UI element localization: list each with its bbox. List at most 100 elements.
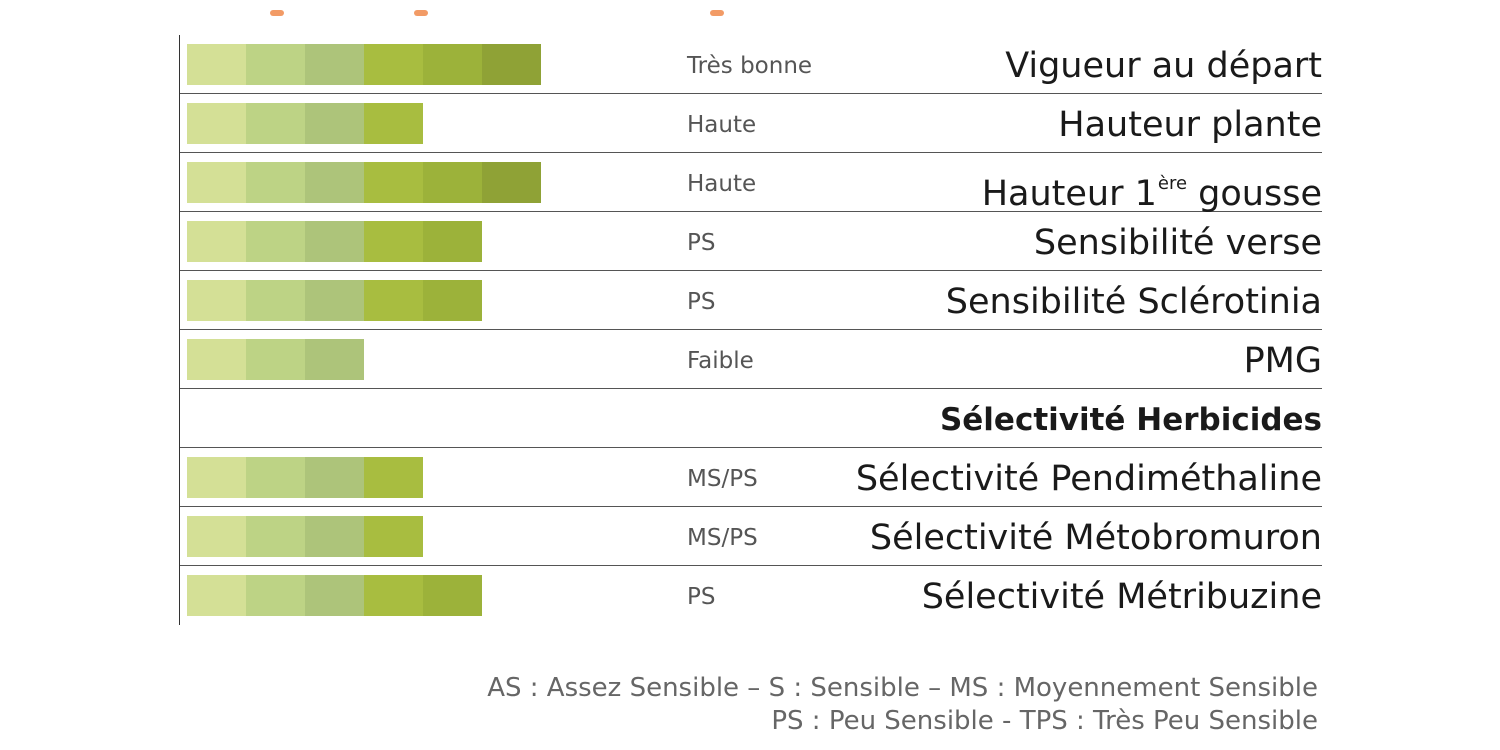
table-row: PS Sensibilité verse	[180, 212, 1322, 271]
rating-segment	[364, 221, 423, 262]
criterion-label-text: Hauteur plante	[1058, 105, 1322, 145]
level-text: Haute	[687, 112, 757, 138]
legend-line-2: PS : Peu Sensible - TPS : Très Peu Sensi…	[771, 706, 1318, 736]
rating-table: Très bonne Vigueur au départ Haute Hauteur …	[180, 35, 1322, 625]
level-text: Faible	[687, 348, 754, 374]
rating-segment	[364, 162, 423, 203]
legend-line-1: AS : Assez Sensible – S : Sensible – MS …	[487, 673, 1318, 703]
rating-segment	[423, 221, 482, 262]
rating-segment	[364, 44, 423, 85]
table-row: Faible PMG	[180, 330, 1322, 389]
rating-segment	[482, 162, 541, 203]
level-text: MS/PS	[687, 466, 758, 492]
rating-bar	[187, 575, 482, 616]
criterion-label-superscript: ère	[1157, 173, 1188, 194]
criterion-label-text: Sélectivité Métribuzine	[921, 577, 1322, 617]
rating-segment	[364, 457, 423, 498]
rating-segment	[187, 103, 246, 144]
criterion-label-text: Sensibilité Sclérotinia	[945, 282, 1322, 322]
rating-segment	[305, 162, 364, 203]
criterion-label-text: Hauteur 1	[981, 174, 1157, 214]
criterion-label: Sélectivité Métobromuron	[870, 507, 1322, 566]
table-row: Sélectivité Herbicides	[180, 389, 1322, 448]
rating-bar	[187, 162, 541, 203]
rating-segment	[305, 339, 364, 380]
level-text: MS/PS	[687, 525, 758, 551]
rating-segment	[187, 339, 246, 380]
rating-segment	[246, 280, 305, 321]
level-text: Très bonne	[687, 53, 813, 79]
rating-bar	[187, 280, 482, 321]
rating-segment	[423, 44, 482, 85]
rating-segment	[305, 457, 364, 498]
rating-segment	[246, 44, 305, 85]
criterion-label-text: PMG	[1243, 341, 1322, 381]
rating-segment	[423, 162, 482, 203]
criterion-label-text: Sélectivité Herbicides	[939, 402, 1322, 438]
criterion-label-text: Sélectivité Métobromuron	[869, 518, 1322, 558]
criterion-label: Sensibilité Sclérotinia	[946, 271, 1322, 330]
rating-bar	[187, 44, 541, 85]
rating-bar	[187, 457, 423, 498]
level-text: PS	[687, 230, 716, 256]
rating-segment	[187, 516, 246, 557]
rating-segment	[482, 44, 541, 85]
rating-segment	[305, 516, 364, 557]
rating-segment	[187, 457, 246, 498]
rating-segment	[246, 457, 305, 498]
rating-segment	[364, 516, 423, 557]
rating-segment	[305, 103, 364, 144]
table-row: Haute Hauteur plante	[180, 94, 1322, 153]
table-row: Haute Hauteur 1ère gousse	[180, 153, 1322, 214]
rating-segment	[246, 103, 305, 144]
rating-bar	[187, 221, 482, 262]
table-row: PS Sélectivité Métribuzine	[180, 566, 1322, 625]
level-text: PS	[687, 584, 716, 610]
rating-segment	[187, 575, 246, 616]
rating-segment	[246, 575, 305, 616]
rating-segment	[423, 280, 482, 321]
criterion-label-text: Sélectivité Pendiméthaline	[855, 459, 1322, 499]
criterion-label-text: Sensibilité verse	[1033, 223, 1322, 263]
rating-segment	[246, 162, 305, 203]
criterion-label: Hauteur plante	[1058, 94, 1322, 153]
top-decoration	[414, 10, 428, 16]
rating-segment	[246, 516, 305, 557]
level-text: PS	[687, 289, 716, 315]
left-axis-line	[179, 35, 180, 625]
rating-segment	[187, 221, 246, 262]
rating-segment	[364, 103, 423, 144]
level-text: Haute	[687, 171, 757, 197]
top-decoration	[270, 10, 284, 16]
table-row: MS/PS Sélectivité Pendiméthaline	[180, 448, 1322, 507]
criterion-label: PMG	[1244, 330, 1322, 389]
rating-segment	[364, 280, 423, 321]
criterion-label: Sélectivité Métribuzine	[922, 566, 1322, 625]
rating-segment	[187, 280, 246, 321]
criterion-label: Sensibilité verse	[1034, 212, 1322, 271]
criterion-label: Hauteur 1ère gousse	[981, 153, 1322, 214]
rating-segment	[187, 162, 246, 203]
rating-segment	[246, 221, 305, 262]
rating-segment	[246, 339, 305, 380]
section-heading: Sélectivité Herbicides	[940, 389, 1322, 448]
rating-bar	[187, 103, 423, 144]
sensitivity-legend: AS : Assez Sensible – S : Sensible – MS …	[487, 672, 1318, 738]
criterion-label-text: Vigueur au départ	[1005, 46, 1322, 86]
rating-segment	[305, 280, 364, 321]
rating-segment	[364, 575, 423, 616]
table-row: MS/PS Sélectivité Métobromuron	[180, 507, 1322, 566]
rating-segment	[305, 575, 364, 616]
rating-segment	[305, 44, 364, 85]
table-row: Très bonne Vigueur au départ	[180, 35, 1322, 94]
top-decoration	[710, 10, 724, 16]
rating-segment	[423, 575, 482, 616]
criterion-label-suffix: gousse	[1187, 174, 1322, 214]
rating-segment	[305, 221, 364, 262]
rating-bar	[187, 516, 423, 557]
rating-segment	[187, 44, 246, 85]
criterion-label: Sélectivité Pendiméthaline	[856, 448, 1322, 507]
table-row: PS Sensibilité Sclérotinia	[180, 271, 1322, 330]
rating-bar	[187, 339, 364, 380]
criterion-label: Vigueur au départ	[1005, 35, 1322, 94]
